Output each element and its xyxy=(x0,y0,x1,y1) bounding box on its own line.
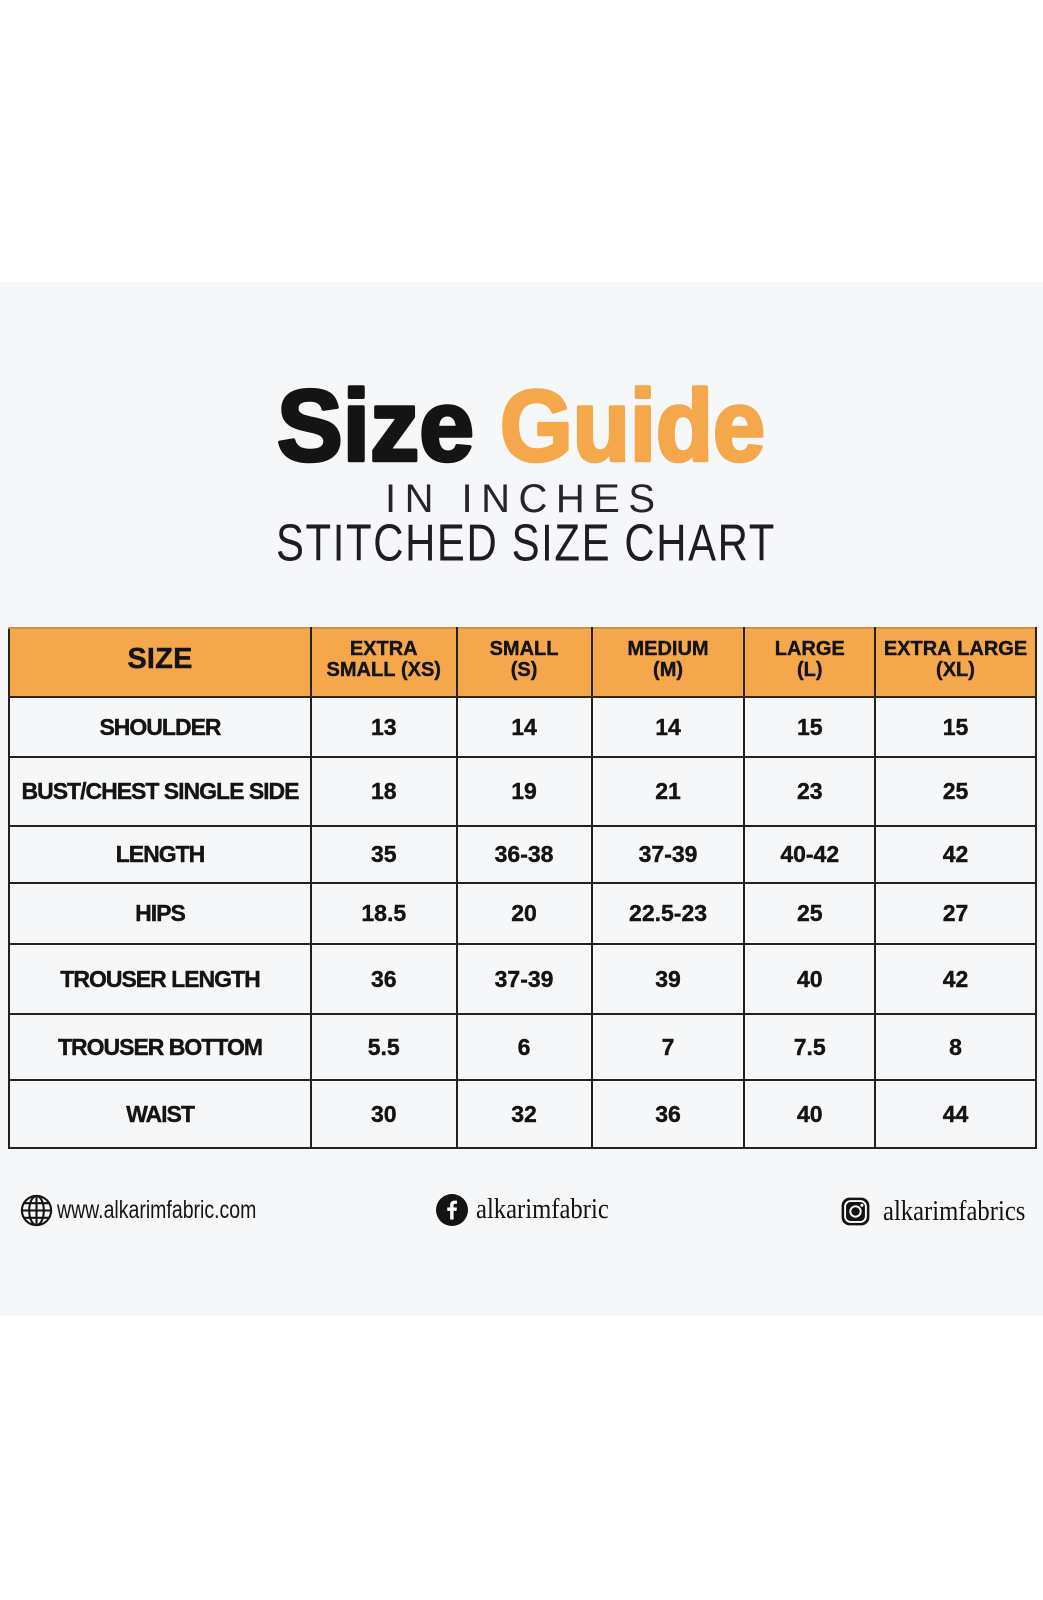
svg-text:Size: Size xyxy=(277,369,474,483)
svg-text:Guide: Guide xyxy=(500,369,765,483)
svg-text:IN INCHES: IN INCHES xyxy=(385,477,655,521)
svg-text:STITCHED SIZE CHART: STITCHED SIZE CHART xyxy=(276,514,776,572)
